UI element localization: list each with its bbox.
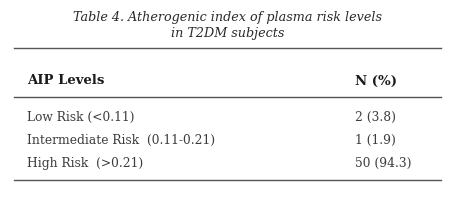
Text: N (%): N (%)	[355, 74, 397, 88]
Text: 2 (3.8): 2 (3.8)	[355, 110, 396, 123]
Text: AIP Levels: AIP Levels	[27, 74, 105, 88]
Text: Low Risk (<0.11): Low Risk (<0.11)	[27, 110, 135, 123]
Text: 1 (1.9): 1 (1.9)	[355, 134, 396, 146]
Text: Table 4. Atherogenic index of plasma risk levels: Table 4. Atherogenic index of plasma ris…	[73, 10, 382, 23]
Text: High Risk  (>0.21): High Risk (>0.21)	[27, 156, 143, 170]
Text: in T2DM subjects: in T2DM subjects	[171, 26, 284, 40]
Text: Intermediate Risk  (0.11-0.21): Intermediate Risk (0.11-0.21)	[27, 134, 215, 146]
Text: 50 (94.3): 50 (94.3)	[355, 156, 411, 170]
